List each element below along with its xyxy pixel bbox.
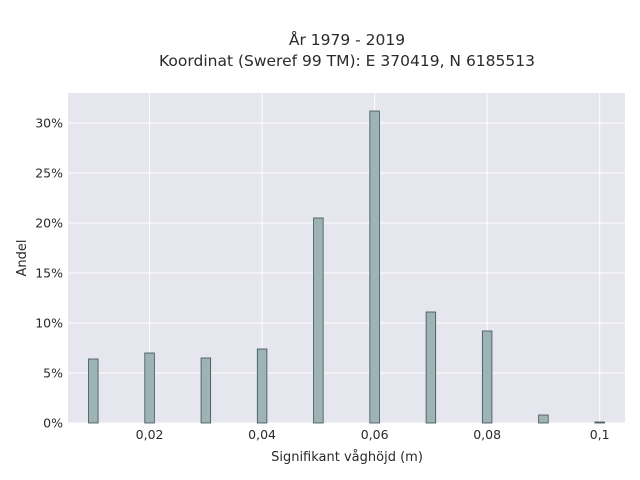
y-axis-label: Andel [15, 240, 30, 277]
bars [88, 110, 605, 424]
y-tick-label: 20% [35, 216, 63, 231]
y-tick-label: 30% [35, 116, 63, 131]
y-tick-label: 15% [35, 266, 63, 281]
x-tick-label: 0,02 [136, 427, 164, 442]
x-axis-label: Signifikant våghöjd (m) [271, 450, 423, 465]
chart-title-line2: Koordinat (Sweref 99 TM): E 370419, N 61… [159, 52, 535, 70]
y-tick-label: 0% [43, 416, 63, 431]
histogram-bar [538, 414, 549, 424]
x-tick-label: 0,06 [361, 427, 389, 442]
histogram-bar [200, 357, 212, 424]
x-tick-label: 0,08 [473, 427, 501, 442]
x-tick-label: 0,04 [248, 427, 276, 442]
y-tick-label: 5% [43, 366, 63, 381]
histogram-bar [144, 352, 155, 424]
histogram-bar [313, 217, 324, 424]
y-tick-label: 10% [35, 316, 63, 331]
plot-area [68, 93, 625, 423]
y-tick-label: 25% [35, 166, 63, 181]
histogram-bar [594, 421, 605, 424]
x-tick-label: 0,1 [590, 427, 610, 442]
chart-title-line1: År 1979 - 2019 [289, 30, 405, 49]
histogram-bar [425, 311, 437, 424]
histogram-bar [369, 110, 380, 424]
tick-labels: 0,02 0,04 0,06 0,08 0,1 0% 5% 10% 15% 20% 25% 30% [35, 116, 609, 443]
histogram-bar [88, 358, 99, 424]
histogram-bar [256, 348, 268, 424]
histogram-bar [481, 330, 493, 424]
